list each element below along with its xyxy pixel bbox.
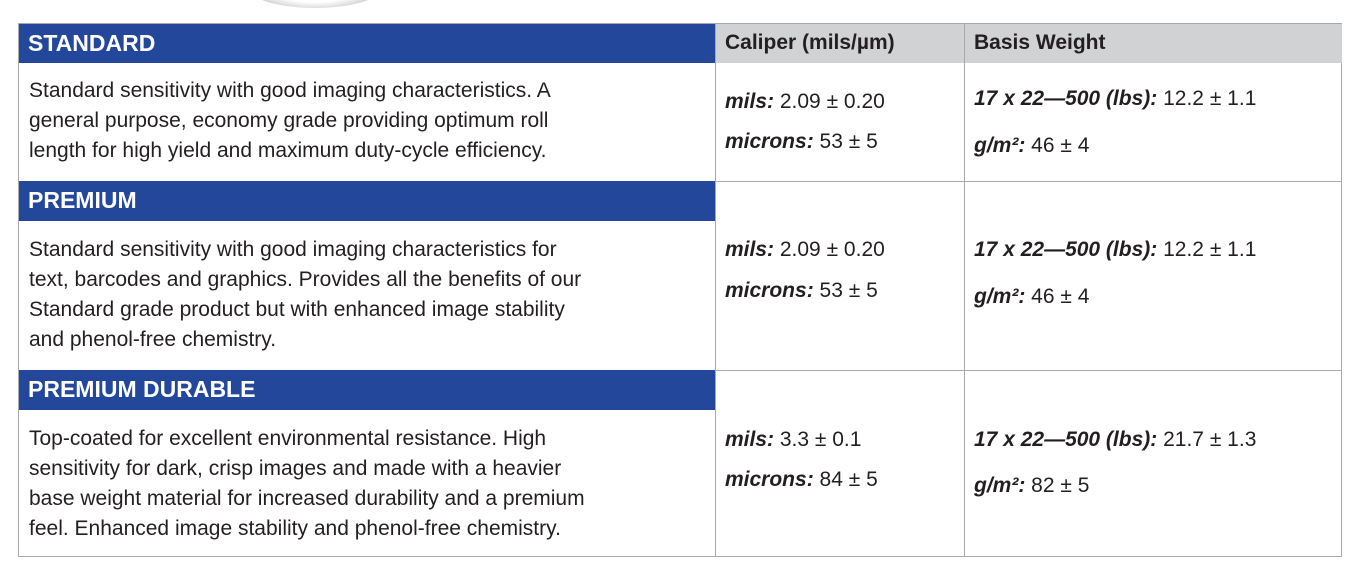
mils-value: 3.3 ± 0.1 — [779, 428, 862, 451]
description-line: text, barcodes and graphics. Provides al… — [29, 268, 582, 291]
description-premium: Standard sensitivity with good imaging c… — [19, 235, 715, 355]
microns-value: 53 ± 5 — [819, 130, 878, 153]
description-premium-durable: Top-coated for excellent environmental r… — [19, 424, 715, 544]
description-line: Standard sensitivity with good imaging c… — [29, 79, 551, 102]
mils-label: mils: — [725, 428, 775, 451]
decorative-arc — [250, 0, 380, 8]
mils-value: 2.09 ± 0.20 — [779, 90, 885, 113]
lbs-value: 21.7 ± 1.3 — [1163, 428, 1257, 451]
mils-value: 2.09 ± 0.20 — [779, 238, 885, 261]
lbs-label: 17 x 22—500 (lbs): — [974, 238, 1158, 261]
column-divider — [715, 24, 716, 556]
lbs-label: 17 x 22—500 (lbs): — [974, 428, 1158, 451]
description-line: general purpose, economy grade providing… — [29, 109, 549, 132]
caliper-standard: mils: 2.09 ± 0.20 microns: 53 ± 5 — [716, 24, 964, 181]
gsm-value: 46 ± 4 — [1031, 134, 1090, 157]
gsm-label: g/m²: — [974, 285, 1026, 308]
caliper-premium: mils: 2.09 ± 0.20 microns: 53 ± 5 — [716, 181, 964, 370]
row-divider — [716, 370, 1341, 371]
description-line: Standard grade product but with enhanced… — [29, 298, 565, 321]
microns-value: 53 ± 5 — [819, 279, 878, 302]
lbs-value: 12.2 ± 1.1 — [1163, 238, 1257, 261]
row-divider — [716, 181, 1341, 182]
caliper-premium-durable: mils: 3.3 ± 0.1 microns: 84 ± 5 — [716, 370, 964, 558]
basis-weight-column-header: Basis Weight — [965, 24, 1342, 63]
column-divider — [964, 24, 965, 556]
gsm-value: 46 ± 4 — [1031, 285, 1090, 308]
description-standard: Standard sensitivity with good imaging c… — [19, 76, 715, 166]
gsm-label: g/m²: — [974, 474, 1026, 497]
description-line: Top-coated for excellent environmental r… — [29, 427, 547, 450]
description-line: feel. Enhanced image stability and pheno… — [29, 517, 561, 540]
grade-header-standard: STANDARD — [19, 24, 715, 63]
description-line: base weight material for increased durab… — [29, 487, 585, 510]
microns-label: microns: — [725, 130, 814, 153]
microns-label: microns: — [725, 279, 814, 302]
grade-header-premium: PREMIUM — [19, 181, 715, 221]
description-line: Standard sensitivity with good imaging c… — [29, 238, 557, 261]
description-line: length for high yield and maximum duty-c… — [29, 139, 547, 162]
basis-weight-premium-durable: 17 x 22—500 (lbs): 21.7 ± 1.3 g/m²: 82 ±… — [965, 370, 1342, 558]
mils-label: mils: — [725, 238, 775, 261]
mils-label: mils: — [725, 90, 775, 113]
description-line: and phenol-free chemistry. — [29, 328, 277, 351]
caliper-column-header: Caliper (mils/µm) — [716, 24, 964, 63]
microns-label: microns: — [725, 468, 814, 491]
basis-weight-standard: 17 x 22—500 (lbs): 12.2 ± 1.1 g/m²: 46 ±… — [965, 24, 1342, 181]
lbs-label: 17 x 22—500 (lbs): — [974, 87, 1158, 110]
gsm-value: 82 ± 5 — [1031, 474, 1090, 497]
product-spec-table: STANDARD Caliper (mils/µm) Basis Weight … — [18, 23, 1342, 557]
microns-value: 84 ± 5 — [819, 468, 878, 491]
gsm-label: g/m²: — [974, 134, 1026, 157]
lbs-value: 12.2 ± 1.1 — [1163, 87, 1257, 110]
description-line: sensitivity for dark, crisp images and m… — [29, 457, 562, 480]
basis-weight-premium: 17 x 22—500 (lbs): 12.2 ± 1.1 g/m²: 46 ±… — [965, 181, 1342, 370]
grade-header-premium-durable: PREMIUM DURABLE — [19, 370, 715, 410]
